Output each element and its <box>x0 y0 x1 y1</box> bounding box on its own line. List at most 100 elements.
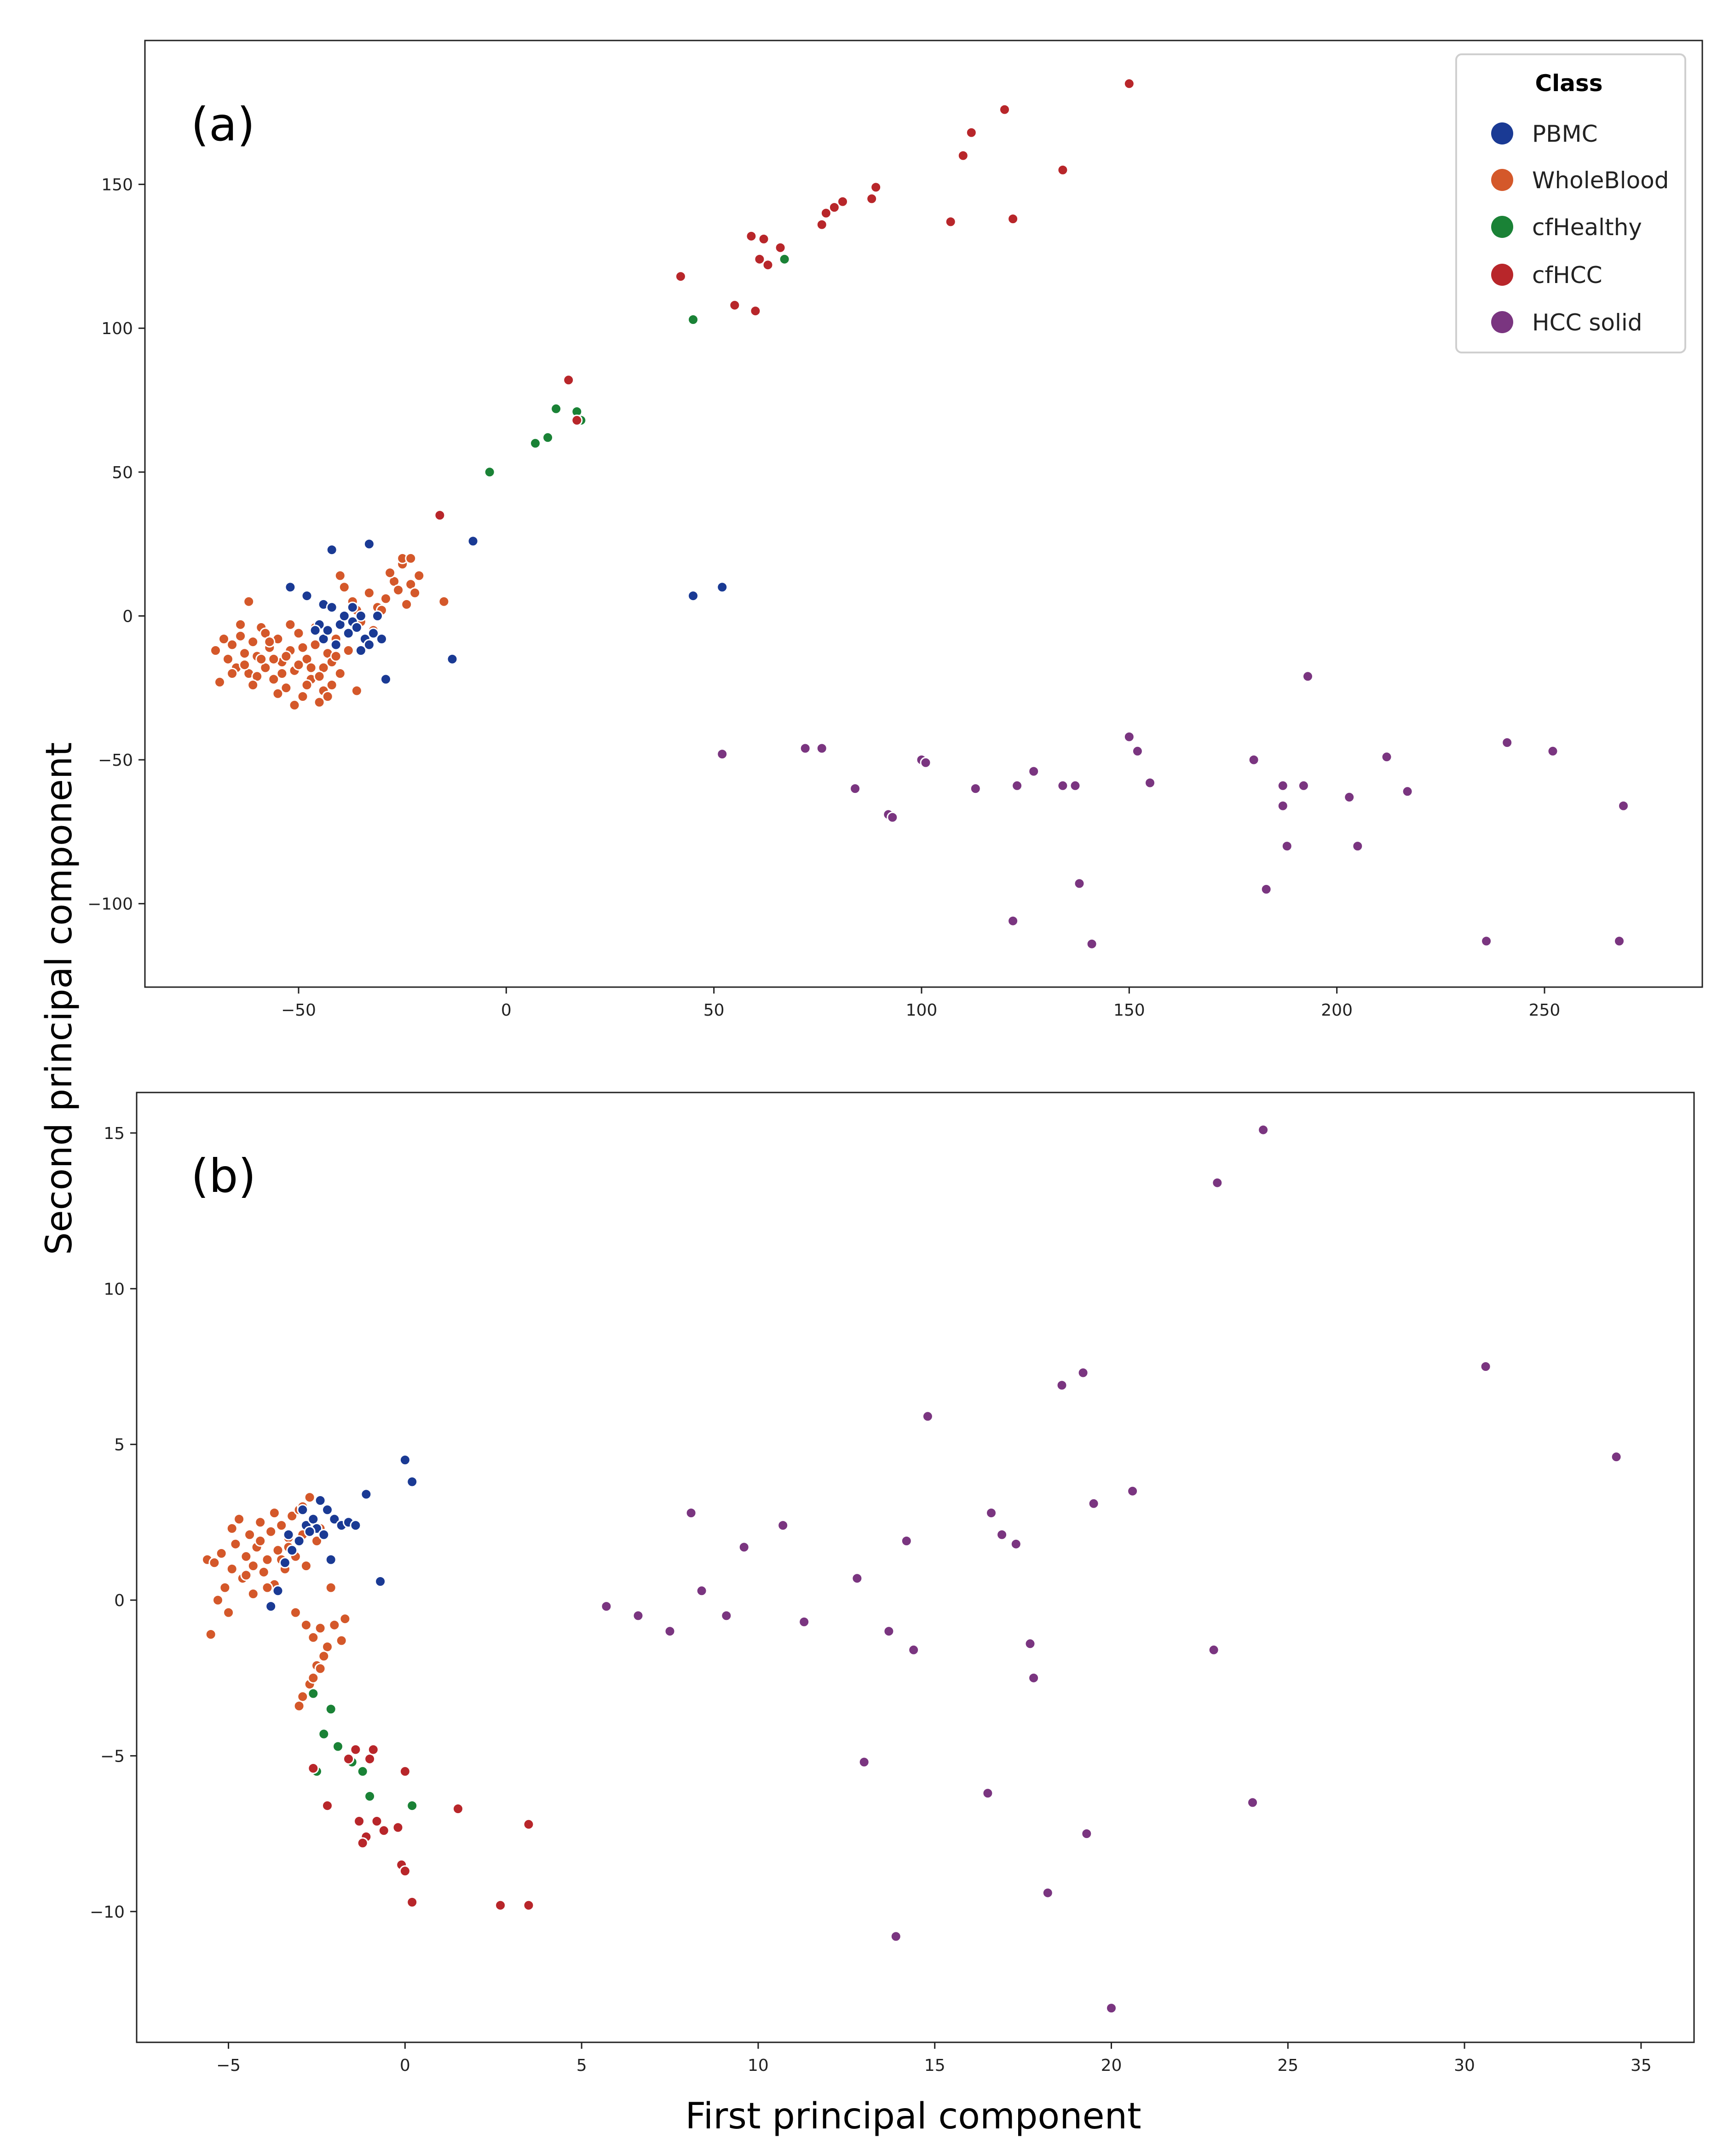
point-b-hcc-solid-10 <box>858 1756 870 1768</box>
point-a-hcc-solid-8 <box>969 783 981 795</box>
y-axis-title: Second principal component <box>39 742 80 1255</box>
point-a-pbmc-9 <box>342 627 354 639</box>
point-a-wholeblood-57 <box>330 650 342 662</box>
point-a-cfhealthy-1 <box>530 437 541 449</box>
point-a-pbmc-22 <box>309 624 321 636</box>
point-a-wholeblood-61 <box>363 587 375 599</box>
point-b-wholeblood-12 <box>244 1529 256 1541</box>
point-a-hcc-solid-28 <box>1381 751 1393 763</box>
point-a-pbmc-15 <box>368 627 379 639</box>
point-a-wholeblood-14 <box>268 673 280 685</box>
point-a-pbmc-7 <box>330 639 342 651</box>
point-a-hcc-solid-10 <box>1011 780 1023 792</box>
point-b-wholeblood-28 <box>300 1560 312 1572</box>
point-a-pbmc-2 <box>284 581 296 593</box>
point-a-pbmc-3 <box>301 590 313 602</box>
point-a-wholeblood-71 <box>384 567 396 579</box>
point-b-cfhcc-17 <box>523 1818 535 1830</box>
point-b-hcc-solid-22 <box>1042 1887 1054 1899</box>
point-b-wholeblood-34 <box>240 1569 252 1581</box>
point-a-wholeblood-6 <box>239 647 251 659</box>
point-b-pbmc-1 <box>272 1585 284 1597</box>
y-tick-label-a-2: 0 <box>122 607 133 626</box>
x-tick-label-b-1: 0 <box>400 2056 410 2075</box>
point-a-hcc-solid-5 <box>887 811 899 823</box>
point-b-cfhcc-7 <box>367 1744 379 1756</box>
point-b-hcc-solid-28 <box>1127 1485 1139 1497</box>
y-tick-label-a-5: 150 <box>101 176 133 195</box>
point-b-cfhcc-10 <box>392 1821 404 1833</box>
legend: Class PBMC WholeBlood cfHealthy cfHCC HC… <box>1455 53 1686 353</box>
point-a-wholeblood-9 <box>247 636 259 648</box>
x-tick-label-b-0: −5 <box>216 2056 241 2075</box>
point-b-cfhealthy-3 <box>325 1703 337 1715</box>
point-b-wholeblood-3 <box>212 1594 224 1606</box>
point-a-cfhcc-15 <box>866 193 878 205</box>
point-b-hcc-solid-14 <box>908 1644 920 1656</box>
point-b-hcc-solid-21 <box>1028 1672 1040 1684</box>
point-a-wholeblood-46 <box>239 659 251 671</box>
point-a-cfhcc-5 <box>745 230 757 242</box>
point-b-cfhealthy-2 <box>318 1728 330 1740</box>
point-a-hcc-solid-16 <box>1123 731 1135 743</box>
point-b-hcc-solid-4 <box>696 1585 708 1597</box>
point-a-cfhcc-11 <box>816 219 828 231</box>
point-a-wholeblood-5 <box>235 630 247 642</box>
point-a-pbmc-1 <box>363 538 375 550</box>
point-b-wholeblood-49 <box>339 1613 351 1625</box>
y-tick-label-b-3: 5 <box>114 1436 125 1455</box>
point-a-hcc-solid-19 <box>1248 754 1260 766</box>
point-a-wholeblood-48 <box>255 653 267 665</box>
point-a-cfhcc-23 <box>1123 78 1135 90</box>
point-b-pbmc-0 <box>265 1601 277 1613</box>
point-b-cfhcc-14 <box>406 1896 418 1908</box>
point-b-wholeblood-35 <box>254 1535 266 1547</box>
point-a-cfhcc-13 <box>828 202 840 214</box>
point-a-pbmc-23 <box>346 601 358 613</box>
point-a-pbmc-21 <box>326 601 338 613</box>
point-b-cfhcc-2 <box>343 1753 354 1765</box>
point-b-wholeblood-40 <box>261 1582 273 1594</box>
point-a-hcc-solid-1 <box>799 742 811 754</box>
point-b-hcc-solid-24 <box>1077 1367 1089 1379</box>
point-b-wholeblood-48 <box>335 1635 347 1647</box>
legend-label-cfhealthy: cfHealthy <box>1532 214 1642 241</box>
point-a-pbmc-0 <box>326 544 338 556</box>
point-a-wholeblood-0 <box>210 645 221 656</box>
x-tick-label-a-2: 50 <box>703 1001 725 1020</box>
point-b-pbmc-15 <box>318 1529 330 1541</box>
point-b-wholeblood-4 <box>215 1548 227 1559</box>
point-a-wholeblood-77 <box>405 552 417 564</box>
point-b-wholeblood-55 <box>293 1700 305 1712</box>
point-b-hcc-solid-33 <box>1480 1361 1492 1372</box>
point-a-hcc-solid-14 <box>1073 878 1085 890</box>
point-a-hcc-solid-24 <box>1297 780 1309 792</box>
x-axis-title: First principal component <box>685 2096 1141 2137</box>
point-a-cfhcc-14 <box>837 196 848 208</box>
panel-label-a: (a) <box>191 98 255 151</box>
point-a-cfhcc-6 <box>749 305 761 317</box>
point-b-wholeblood-39 <box>247 1560 259 1572</box>
point-b-hcc-solid-17 <box>986 1507 997 1519</box>
point-b-hcc-solid-19 <box>1010 1538 1022 1550</box>
point-b-wholeblood-16 <box>258 1566 270 1578</box>
point-a-hcc-solid-22 <box>1277 800 1289 812</box>
point-b-wholeblood-2 <box>208 1557 220 1569</box>
point-b-cfhealthy-8 <box>406 1800 418 1812</box>
point-a-cfhcc-21 <box>1007 213 1019 225</box>
x-tick-label-b-5: 20 <box>1101 2056 1122 2075</box>
point-a-cfhealthy-0 <box>484 466 496 478</box>
point-a-cfhealthy-3 <box>550 403 562 415</box>
panel-label-b: (b) <box>191 1149 256 1203</box>
point-a-hcc-solid-18 <box>1144 777 1156 789</box>
point-a-wholeblood-1 <box>218 633 230 645</box>
point-a-hcc-solid-12 <box>1057 780 1069 792</box>
point-b-hcc-solid-7 <box>777 1520 789 1532</box>
point-a-wholeblood-58 <box>338 581 350 593</box>
y-tick-label-b-4: 10 <box>104 1280 125 1299</box>
point-b-pbmc-4 <box>293 1535 305 1547</box>
point-a-wholeblood-79 <box>334 570 346 582</box>
point-b-hcc-solid-18 <box>996 1529 1008 1541</box>
point-a-hcc-solid-30 <box>1481 935 1493 947</box>
